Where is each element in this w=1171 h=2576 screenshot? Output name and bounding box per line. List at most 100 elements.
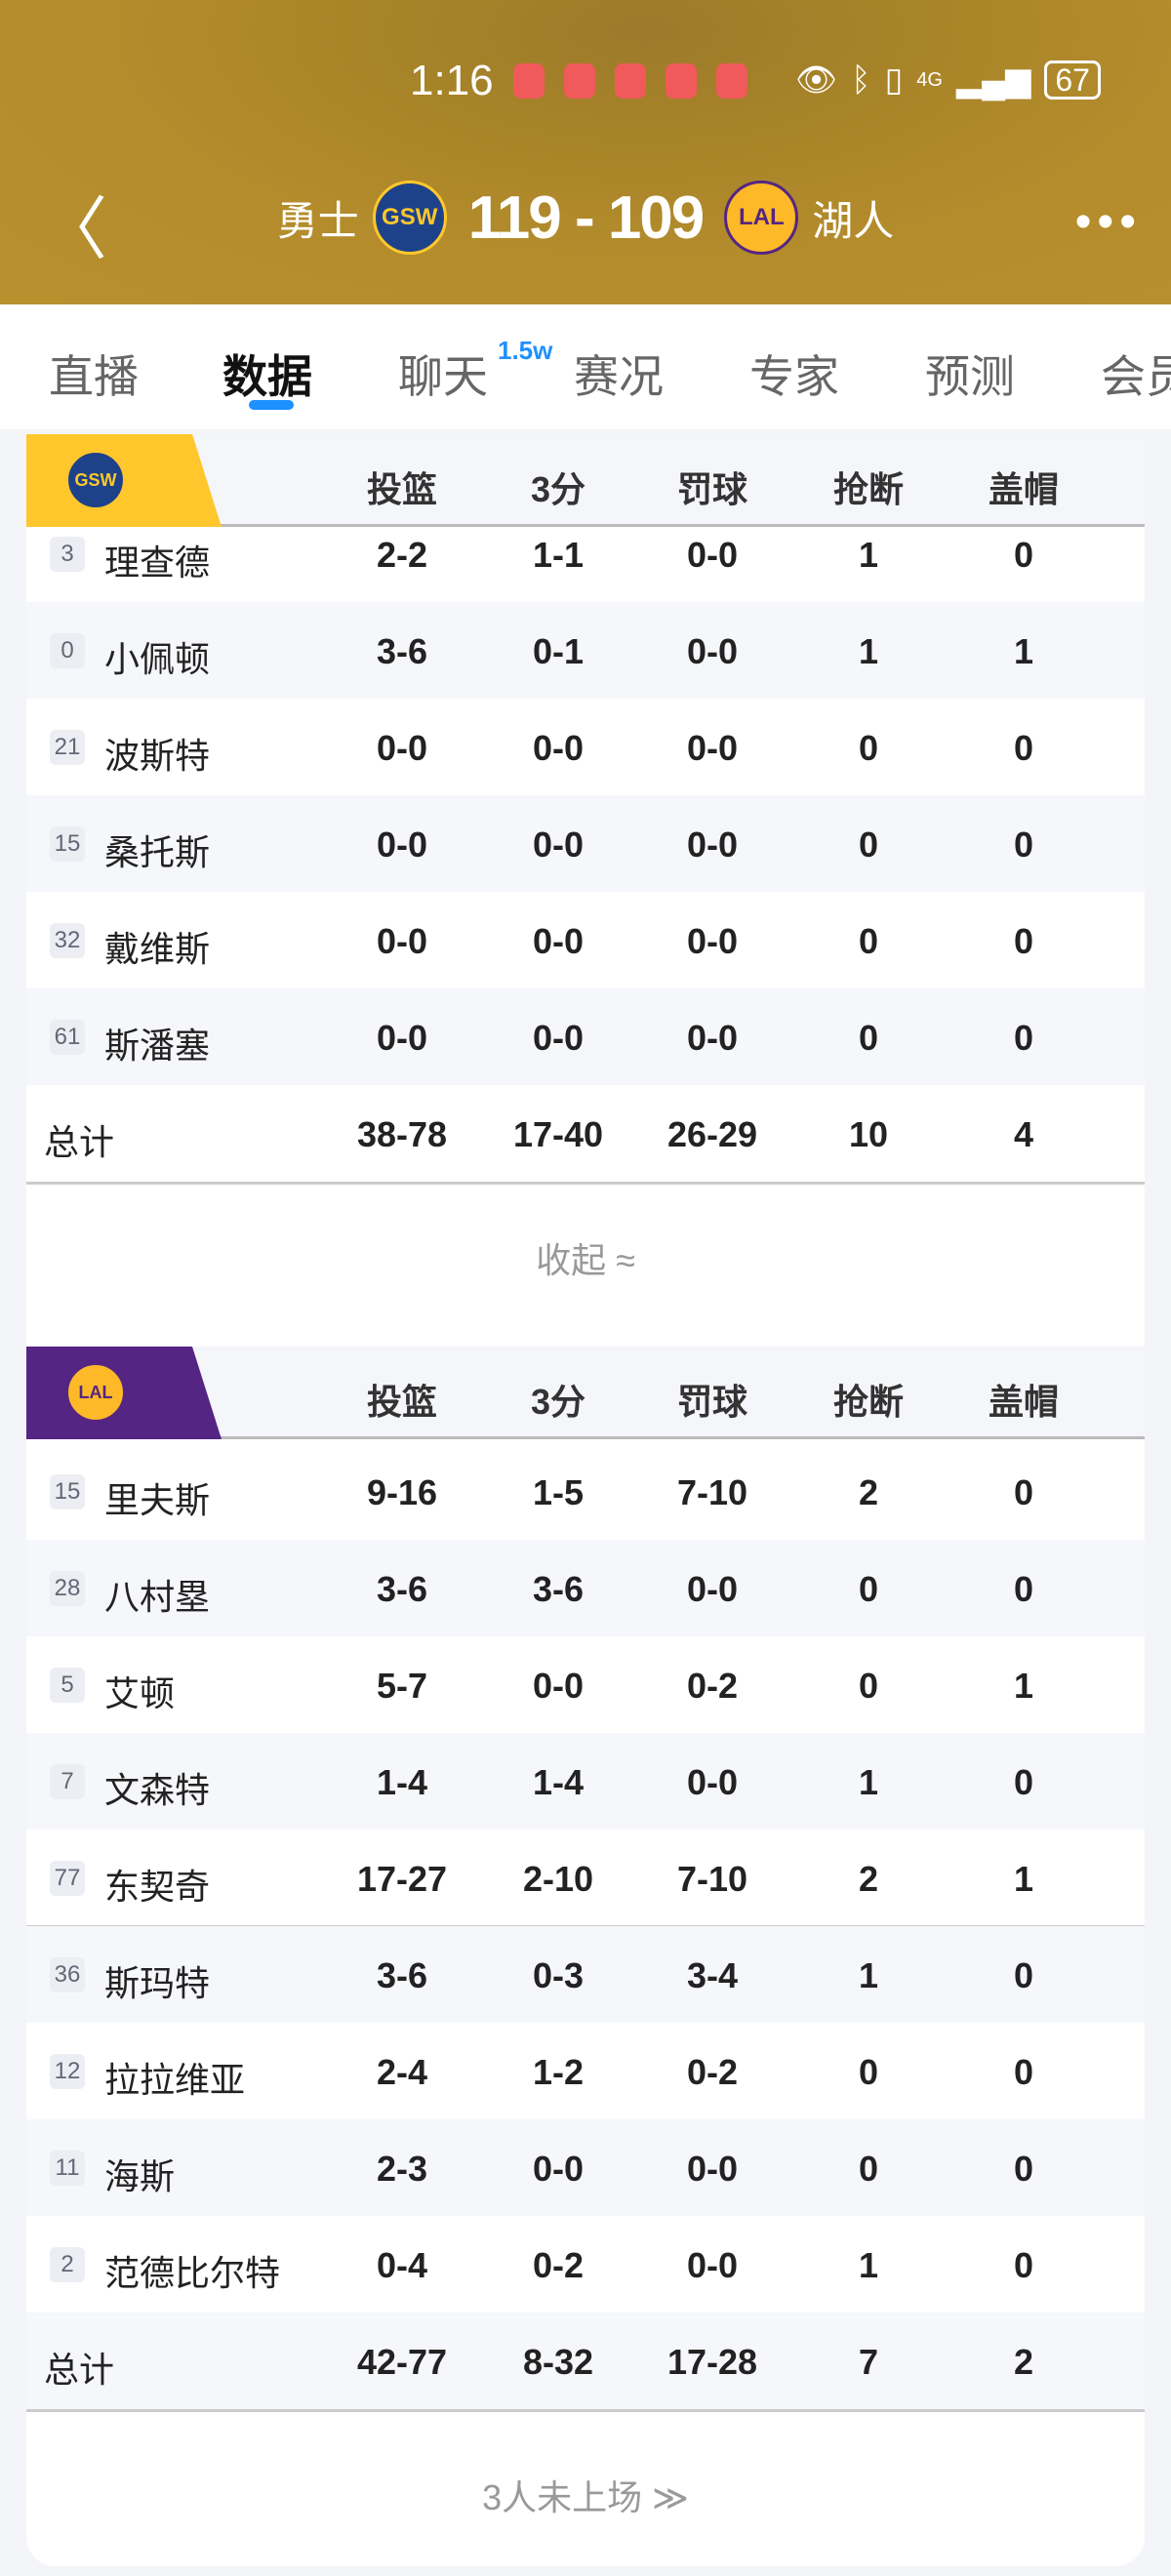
lal-table-header: LAL 投篮 3分 罚球 抢断 盖帽 [26, 1347, 1145, 1439]
jersey-number: 21 [50, 730, 85, 765]
total-cell: 2 [1013, 2342, 1034, 2382]
player-row[interactable]: 28 八村塁 3-6 3-6 0-0 0 0 [26, 1540, 1145, 1636]
player-row[interactable]: 36 斯玛特 3-6 0-3 3-4 1 0 [26, 1926, 1145, 2023]
player-name[interactable]: 海斯 [104, 2156, 176, 2196]
column-header: 抢断 [832, 1382, 904, 1422]
tab-predictions[interactable]: 预测 [925, 351, 1015, 402]
player-row[interactable]: 7 文森特 1-4 1-4 0-0 1 0 [26, 1733, 1145, 1830]
player-name[interactable]: 文森特 [104, 1770, 211, 1810]
player-row[interactable]: 15 桑托斯 0-0 0-0 0-0 0 0 [26, 795, 1145, 892]
total-cell: 17-28 [666, 2342, 758, 2382]
stat-cell: 0-0 [532, 2149, 585, 2189]
tab-live[interactable]: 直播 [49, 351, 139, 402]
player-row[interactable]: 61 斯潘塞 0-0 0-0 0-0 0 0 [26, 988, 1145, 1085]
player-name[interactable]: 小佩顿 [104, 639, 211, 679]
stat-cell: 0 [858, 728, 879, 768]
player-row[interactable]: 5 艾顿 5-7 0-0 0-2 0 1 [26, 1636, 1145, 1733]
stat-cell: 0-0 [686, 825, 739, 865]
total-label: 总计 [44, 1122, 115, 1162]
back-button[interactable]: 〈 [39, 191, 107, 267]
vibrate-icon: ▯ [884, 61, 904, 99]
tab-membership[interactable]: 会员 [1101, 351, 1171, 402]
jersey-number: 12 [50, 2054, 85, 2089]
gsw-logo: GSW [65, 450, 126, 510]
stat-cell: 2 [858, 1472, 879, 1512]
column-header: 3分 [530, 469, 586, 509]
player-name[interactable]: 斯潘塞 [104, 1026, 211, 1066]
stat-cell: 0 [1013, 1569, 1034, 1609]
stat-cell: 0 [1013, 2052, 1034, 2092]
game-header: 1:16 👁 ᛒ ▯ 4G ▂▄▆ 67 〈 勇士 GSW 119 - 109 … [0, 0, 1171, 304]
player-name[interactable]: 拉拉维亚 [104, 2060, 246, 2100]
player-row[interactable]: 21 波斯特 0-0 0-0 0-0 0 0 [26, 699, 1145, 795]
player-name[interactable]: 范德比尔特 [104, 2253, 281, 2293]
tab-chat[interactable]: 聊天 [398, 351, 488, 402]
player-name[interactable]: 波斯特 [104, 736, 211, 776]
show-dnp-button[interactable]: 3人未上场 ≫ [482, 2477, 689, 2517]
stat-cell: 0 [1013, 1955, 1034, 1995]
stat-cell: 3-4 [686, 1955, 739, 1995]
player-name[interactable]: 斯玛特 [104, 1963, 211, 2003]
table-divider [26, 2409, 1145, 2412]
total-cell: 10 [848, 1114, 889, 1154]
column-header: 抢断 [832, 469, 904, 509]
player-row[interactable]: 77 东契奇 17-27 2-10 7-10 2 1 [26, 1830, 1145, 1926]
stat-cell: 0 [1013, 535, 1034, 575]
stat-cell: 0-0 [686, 535, 739, 575]
signal-bars-icon: ▂▄▆ [955, 61, 1031, 99]
gsw-logo: GSW [372, 181, 447, 255]
player-row[interactable]: 3 理查德 2-2 1-1 0-0 1 0 [26, 505, 1145, 602]
stat-cell: 1-4 [376, 1762, 428, 1802]
stat-cell: 0 [858, 1018, 879, 1058]
stat-cell: 0-2 [686, 2052, 739, 2092]
stat-cell: 17-27 [356, 1859, 448, 1899]
player-row[interactable]: 12 拉拉维亚 2-4 1-2 0-2 0 0 [26, 2023, 1145, 2119]
total-cell: 7 [858, 2342, 879, 2382]
system-icons: 👁 ᛒ ▯ 4G ▂▄▆ 67 [795, 60, 1101, 100]
player-name[interactable]: 艾顿 [104, 1673, 176, 1713]
column-header: 盖帽 [988, 1382, 1059, 1422]
jersey-number: 28 [50, 1571, 85, 1606]
stat-cell: 0 [1013, 921, 1034, 961]
column-header: 投篮 [366, 469, 437, 509]
stat-cell: 7-10 [676, 1859, 748, 1899]
stat-cell: 1 [858, 535, 879, 575]
tab-game-status[interactable]: 赛况 [574, 351, 664, 402]
active-tab-indicator [249, 400, 294, 410]
lal-logo: LAL [724, 181, 799, 255]
gsw-stats-table: GSW 投篮 3分 罚球 抢断 盖帽 3 理查德 2-2 1-1 0-0 1 0 0 小佩顿 3-6 0-1 0-… [26, 434, 1145, 1347]
player-name[interactable]: 里夫斯 [104, 1480, 211, 1520]
tab-stats[interactable]: 数据 [222, 351, 312, 402]
stat-cell: 0 [858, 1569, 879, 1609]
stat-cell: 0-0 [532, 728, 585, 768]
player-row[interactable]: 15 里夫斯 9-16 1-5 7-10 2 0 [26, 1443, 1145, 1540]
jersey-number: 2 [50, 2247, 85, 2282]
stat-cell: 0-0 [532, 825, 585, 865]
bluetooth-icon: ᛒ [851, 60, 871, 99]
player-row[interactable]: 11 海斯 2-3 0-0 0-0 0 0 [26, 2119, 1145, 2216]
stat-cell: 1-1 [532, 535, 585, 575]
player-row[interactable]: 2 范德比尔特 0-4 0-2 0-0 1 0 [26, 2216, 1145, 2313]
column-header: 盖帽 [988, 469, 1059, 509]
total-cell: 42-77 [356, 2342, 448, 2382]
signal-icon: 4G [916, 68, 943, 91]
stat-cell: 1 [858, 631, 879, 671]
tab-experts[interactable]: 专家 [749, 351, 839, 402]
player-name[interactable]: 八村塁 [104, 1577, 211, 1617]
column-header: 投篮 [366, 1382, 437, 1422]
stat-cell: 2-3 [376, 2149, 428, 2189]
player-name[interactable]: 东契奇 [104, 1867, 211, 1907]
collapse-button[interactable]: 收起 ≈ [536, 1240, 635, 1280]
jersey-number: 15 [50, 1474, 85, 1509]
player-name[interactable]: 戴维斯 [104, 929, 211, 969]
total-cell: 38-78 [356, 1114, 448, 1154]
player-name[interactable]: 桑托斯 [104, 832, 211, 872]
table-divider [26, 1182, 1145, 1185]
player-name[interactable]: 理查德 [104, 543, 211, 583]
player-row[interactable]: 32 戴维斯 0-0 0-0 0-0 0 0 [26, 892, 1145, 988]
column-header: 罚球 [676, 469, 747, 509]
more-icon[interactable]: ••• [1074, 196, 1142, 248]
total-cell: 17-40 [512, 1114, 604, 1154]
player-row[interactable]: 0 小佩顿 3-6 0-1 0-0 1 1 [26, 602, 1145, 699]
stat-cell: 0-0 [686, 1762, 739, 1802]
